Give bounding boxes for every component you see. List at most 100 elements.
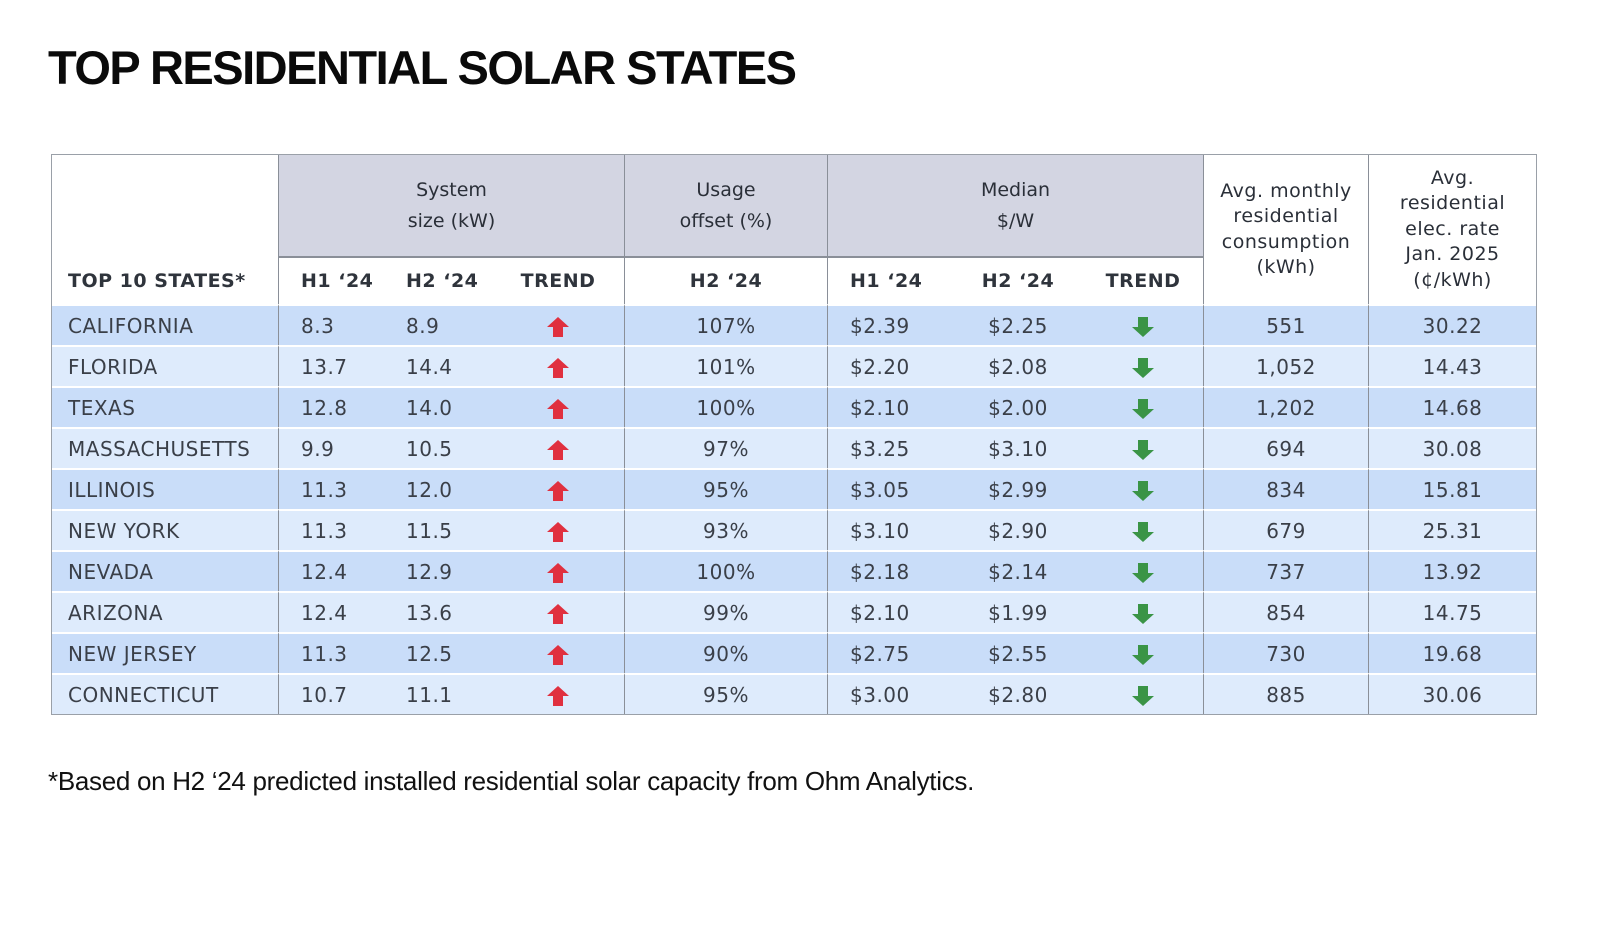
avg-consumption: 1,052 (1203, 345, 1369, 386)
system-size-h1: 13.7 (278, 345, 384, 386)
system-size-h2: 14.4 (384, 345, 492, 386)
median-price-trend (1083, 468, 1204, 509)
arrow-up-icon (546, 521, 570, 543)
median-price-h1: $2.20 (827, 345, 953, 386)
header-line: Usage (696, 178, 756, 201)
header-line: (¢/kWh) (1413, 268, 1492, 291)
median-price-h1: $3.05 (827, 468, 953, 509)
corner-header: TOP 10 STATES* (68, 270, 246, 292)
median-price-h2: $3.10 (953, 427, 1083, 468)
solar-states-table: TOP 10 STATES* System size (kW) Usage offs… (51, 154, 1538, 715)
sub-header-row: H1 ‘24 H2 ‘24 TREND H2 ‘24 H1 ‘24 H2 ‘24… (52, 258, 1536, 304)
header-line: consumption (1221, 230, 1351, 253)
header-line: size (kW) (407, 209, 496, 232)
table-row: CONNECTICUT 10.7 11.1 95% $3.00 $2.80 88… (52, 673, 1537, 714)
arrow-down-icon (1131, 316, 1155, 338)
median-price-h1: $2.39 (827, 304, 953, 345)
system-size-trend (492, 345, 624, 386)
table-row: NEW YORK 11.3 11.5 93% $3.10 $2.90 679 2… (52, 509, 1537, 550)
median-price-h1: $3.10 (827, 509, 953, 550)
median-price-trend (1083, 550, 1204, 591)
median-price-h1: $3.25 (827, 427, 953, 468)
median-price-h2: $2.25 (953, 304, 1083, 345)
median-price-trend (1083, 509, 1204, 550)
system-size-h1: 11.3 (278, 509, 384, 550)
avg-consumption: 679 (1203, 509, 1369, 550)
avg-rate: 15.81 (1368, 468, 1537, 509)
state-name: ILLINOIS (52, 468, 278, 509)
usage-offset-h2: 99% (624, 591, 827, 632)
avg-rate: 30.06 (1368, 673, 1537, 714)
header-line: System (416, 178, 487, 201)
arrow-up-icon (546, 398, 570, 420)
system-size-h1: 12.4 (278, 591, 384, 632)
median-price-trend (1083, 673, 1204, 714)
system-size-h2: 14.0 (384, 386, 492, 427)
state-name: NEW YORK (52, 509, 278, 550)
arrow-down-icon (1131, 603, 1155, 625)
avg-consumption: 694 (1203, 427, 1369, 468)
page-title: TOP RESIDENTIAL SOLAR STATES (48, 41, 797, 94)
group-header-usage-offset: Usage offset (%) (624, 155, 827, 258)
median-price-trend (1083, 591, 1204, 632)
median-price-h1: $2.10 (827, 591, 953, 632)
usage-offset-h2: 97% (624, 427, 827, 468)
usage-offset-h2: 107% (624, 304, 827, 345)
system-size-h2: 12.9 (384, 550, 492, 591)
arrow-up-icon (546, 357, 570, 379)
group-header-median-price: Median $/W (827, 155, 1204, 258)
avg-consumption: 551 (1203, 304, 1369, 345)
avg-consumption: 1,202 (1203, 386, 1369, 427)
header-line: Avg. (1430, 166, 1475, 189)
arrow-up-icon (546, 644, 570, 666)
system-size-h1: 12.4 (278, 550, 384, 591)
arrow-down-icon (1131, 398, 1155, 420)
state-name: CALIFORNIA (52, 304, 278, 345)
arrow-up-icon (546, 316, 570, 338)
avg-rate: 14.43 (1368, 345, 1537, 386)
median-price-trend (1083, 345, 1204, 386)
median-price-trend (1083, 632, 1204, 673)
system-size-trend (492, 427, 624, 468)
state-name: CONNECTICUT (52, 673, 278, 714)
system-size-trend (492, 386, 624, 427)
subheader-system-size-trend: TREND (520, 270, 596, 292)
system-size-trend (492, 591, 624, 632)
state-name: NEVADA (52, 550, 278, 591)
usage-offset-h2: 95% (624, 468, 827, 509)
arrow-down-icon (1131, 480, 1155, 502)
arrow-down-icon (1131, 685, 1155, 707)
median-price-h2: $2.80 (953, 673, 1083, 714)
median-price-h2: $1.99 (953, 591, 1083, 632)
table-row: MASSACHUSETTS 9.9 10.5 97% $3.25 $3.10 6… (52, 427, 1537, 468)
header-avg-consumption: Avg. monthly residential consumption (kWh) (1203, 155, 1368, 304)
subheader-median-trend: TREND (1105, 270, 1181, 292)
median-price-h1: $2.10 (827, 386, 953, 427)
subheader-usage-offset-h2: H2 ‘24 (624, 258, 827, 304)
table-row: NEW JERSEY 11.3 12.5 90% $2.75 $2.55 730… (52, 632, 1537, 673)
usage-offset-h2: 100% (624, 550, 827, 591)
usage-offset-h2: 100% (624, 386, 827, 427)
usage-offset-h2: 95% (624, 673, 827, 714)
system-size-h1: 9.9 (278, 427, 384, 468)
system-size-h1: 12.8 (278, 386, 384, 427)
avg-rate: 25.31 (1368, 509, 1537, 550)
header-line: Jan. 2025 (1405, 243, 1500, 266)
avg-consumption: 854 (1203, 591, 1369, 632)
state-name: NEW JERSEY (52, 632, 278, 673)
header-line: (kWh) (1256, 256, 1316, 278)
usage-offset-h2: 93% (624, 509, 827, 550)
system-size-h2: 13.6 (384, 591, 492, 632)
median-price-h1: $2.18 (827, 550, 953, 591)
avg-rate: 14.75 (1368, 591, 1537, 632)
arrow-down-icon (1131, 644, 1155, 666)
state-name: TEXAS (52, 386, 278, 427)
arrow-down-icon (1131, 439, 1155, 461)
median-price-h2: $2.00 (953, 386, 1083, 427)
system-size-trend (492, 673, 624, 714)
avg-consumption: 834 (1203, 468, 1369, 509)
median-price-h2: $2.55 (953, 632, 1083, 673)
header-line: Median (980, 178, 1051, 201)
footnote: *Based on H2 ‘24 predicted installed res… (48, 766, 975, 796)
avg-rate: 14.68 (1368, 386, 1537, 427)
